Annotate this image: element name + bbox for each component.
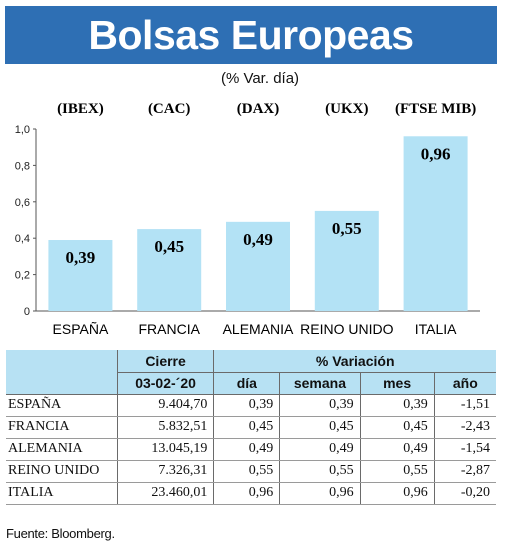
data-label: 0,49 [243, 230, 273, 249]
data-label: 0,55 [332, 219, 362, 238]
data-label: 0,96 [421, 144, 451, 163]
y-tick-label: 1,0 [15, 124, 30, 136]
ticker-label: (FTSE MIB) [395, 101, 476, 117]
cell-mes: 0,55 [359, 460, 435, 483]
table-row: ESPAÑA 9.404,70 0,39 0,39 0,39 -1,51 [6, 394, 496, 417]
page-title: Bolsas Europeas [88, 11, 414, 58]
x-tick-label: ESPAÑA [53, 321, 109, 337]
y-tick-label: 0,8 [15, 160, 30, 172]
bar [48, 240, 113, 311]
cell-dia: 0,96 [213, 482, 280, 505]
cell-dia: 0,55 [213, 460, 280, 483]
table-row: FRANCIA 5.832,51 0,45 0,45 0,45 -2,43 [6, 416, 496, 439]
cell-ano: -1,54 [433, 438, 496, 461]
y-tick-label: 0,4 [15, 233, 30, 245]
header-variacion: % Variación [213, 350, 496, 373]
cell-semana: 0,45 [279, 416, 361, 439]
cell-cierre: 9.404,70 [116, 394, 214, 417]
source-note: Fuente: Bloomberg. [6, 526, 115, 541]
x-tick-label: REINO UNIDO [300, 321, 393, 337]
cell-semana: 0,39 [279, 394, 361, 417]
table-row: REINO UNIDO 7.326,31 0,55 0,55 0,55 -2,87 [6, 460, 496, 483]
cell-dia: 0,45 [213, 416, 280, 439]
x-tick-label: FRANCIA [138, 321, 200, 337]
col-mes: mes [359, 372, 435, 395]
cell-semana: 0,49 [279, 438, 361, 461]
ticker-label: (DAX) [237, 101, 280, 117]
data-label: 0,45 [154, 237, 184, 256]
cell-cierre: 5.832,51 [116, 416, 214, 439]
row-name: FRANCIA [6, 416, 118, 439]
cell-ano: -1,51 [433, 394, 496, 417]
x-tick-label: ALEMANIA [223, 321, 294, 337]
col-semana: semana [279, 372, 361, 395]
cell-semana: 0,55 [279, 460, 361, 483]
y-tick-label: 0,2 [15, 270, 30, 282]
cell-mes: 0,49 [359, 438, 435, 461]
row-name: ITALIA [6, 482, 118, 505]
bar-chart: (IBEX) (CAC) (DAX) (UKX) (FTSE MIB) 0 0,2 0,4 0… [15, 101, 480, 337]
col-ano: año [433, 372, 496, 395]
bar [226, 221, 290, 311]
ticker-label: (CAC) [148, 101, 191, 117]
title-banner: Bolsas Europeas [5, 6, 497, 64]
col-dia: día [213, 372, 280, 395]
ticker-label: (IBEX) [57, 101, 104, 117]
y-tick-label: 0 [24, 306, 30, 318]
cell-cierre: 13.045,19 [116, 438, 214, 461]
header-date: 03-02-´20 [116, 372, 214, 395]
cell-ano: -2,87 [433, 460, 496, 483]
table-row: ALEMANIA 13.045,19 0,49 0,49 0,49 -1,54 [6, 438, 496, 461]
row-name: REINO UNIDO [6, 460, 118, 483]
cell-ano: -0,20 [433, 482, 496, 505]
cell-mes: 0,45 [359, 416, 435, 439]
cell-dia: 0,39 [213, 394, 280, 417]
cell-cierre: 7.326,31 [116, 460, 214, 483]
market-table: Cierre % Variación 03-02-´20 día semana … [6, 350, 496, 505]
x-tick-label: ITALIA [415, 321, 457, 337]
cell-dia: 0,49 [213, 438, 280, 461]
table-row: ITALIA 23.460,01 0,96 0,96 0,96 -0,20 [6, 482, 496, 505]
cell-mes: 0,96 [359, 482, 435, 505]
ticker-label: (UKX) [325, 101, 368, 117]
cell-ano: -2,43 [433, 416, 496, 439]
bar [137, 229, 202, 311]
y-tick-label: 0,6 [15, 197, 30, 209]
bar [314, 210, 379, 311]
bar [403, 136, 468, 311]
header-cierre: Cierre [116, 350, 214, 373]
cell-semana: 0,96 [279, 482, 361, 505]
data-label: 0,39 [66, 248, 96, 267]
chart-subtitle: (% Var. día) [220, 70, 300, 87]
row-name: ESPAÑA [6, 394, 118, 417]
cell-cierre: 23.460,01 [116, 482, 214, 505]
cell-mes: 0,39 [359, 394, 435, 417]
row-name: ALEMANIA [6, 438, 118, 461]
